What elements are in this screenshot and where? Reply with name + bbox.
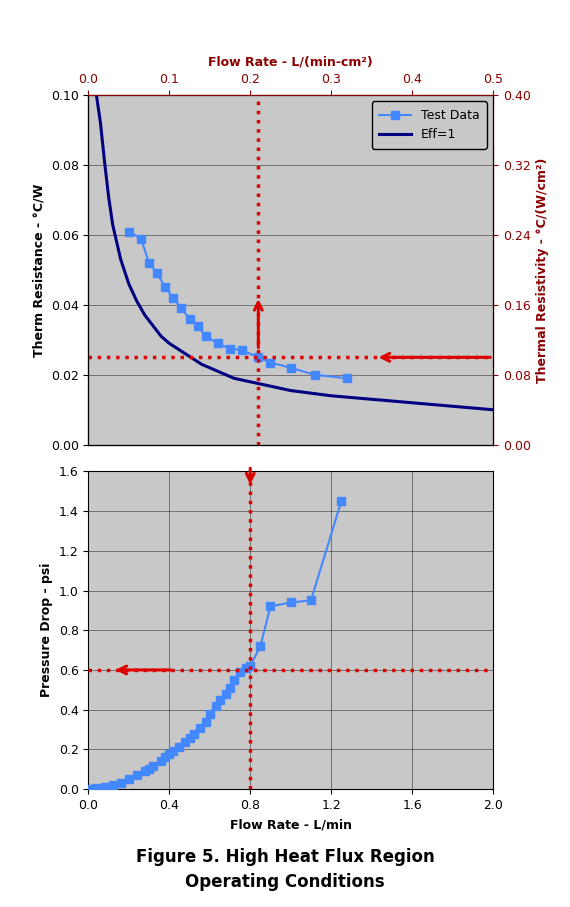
Test Data <box>267 357 274 368</box>
Eff=1 <box>150 320 157 331</box>
Eff=1 <box>328 390 335 401</box>
Eff=1 <box>368 394 375 405</box>
Test Data <box>344 373 351 384</box>
Test Data <box>239 345 246 356</box>
Legend: Test Data, Eff=1: Test Data, Eff=1 <box>372 102 487 149</box>
Y-axis label: Therm Resistance - °C/W: Therm Resistance - °C/W <box>32 183 45 356</box>
Text: Figure 5. High Heat Flux Region
Operating Conditions: Figure 5. High Heat Flux Region Operatin… <box>136 848 434 891</box>
Eff=1 <box>117 254 124 265</box>
Eff=1 <box>93 90 100 101</box>
Eff=1 <box>141 310 148 321</box>
Line: Test Data: Test Data <box>125 228 352 383</box>
Eff=1 <box>113 237 120 248</box>
Eff=1 <box>158 331 165 342</box>
Eff=1 <box>449 401 456 412</box>
Eff=1 <box>247 376 254 387</box>
Eff=1 <box>166 338 173 349</box>
Eff=1 <box>133 296 140 307</box>
Test Data <box>194 320 201 331</box>
Eff=1 <box>231 373 238 384</box>
X-axis label: Flow Rate - L/(min-cm²): Flow Rate - L/(min-cm²) <box>208 55 373 69</box>
Eff=1 <box>214 366 221 376</box>
Test Data <box>162 282 169 293</box>
Line: Eff=1: Eff=1 <box>96 95 493 410</box>
Eff=1 <box>97 118 104 129</box>
Test Data <box>214 338 221 349</box>
Y-axis label: Pressure Drop - psi: Pressure Drop - psi <box>40 563 53 697</box>
Eff=1 <box>101 156 108 167</box>
Test Data <box>287 363 294 374</box>
Eff=1 <box>198 359 205 370</box>
Eff=1 <box>490 405 496 415</box>
Eff=1 <box>287 385 294 396</box>
Test Data <box>255 352 262 363</box>
Test Data <box>202 331 209 342</box>
Eff=1 <box>105 191 112 202</box>
Test Data <box>178 303 185 314</box>
Test Data <box>125 226 132 237</box>
Eff=1 <box>409 397 416 408</box>
Test Data <box>146 258 153 268</box>
Test Data <box>137 233 144 244</box>
Test Data <box>186 314 193 325</box>
X-axis label: Flow Rate - L/min: Flow Rate - L/min <box>230 819 352 832</box>
Test Data <box>312 369 319 380</box>
Eff=1 <box>125 278 132 289</box>
Test Data <box>170 292 177 303</box>
Eff=1 <box>182 348 189 359</box>
Test Data <box>227 343 234 354</box>
Y-axis label: Thermal Resistivity - °C/(W/cm²): Thermal Resistivity - °C/(W/cm²) <box>536 157 549 383</box>
Test Data <box>154 268 161 279</box>
Eff=1 <box>109 219 116 230</box>
